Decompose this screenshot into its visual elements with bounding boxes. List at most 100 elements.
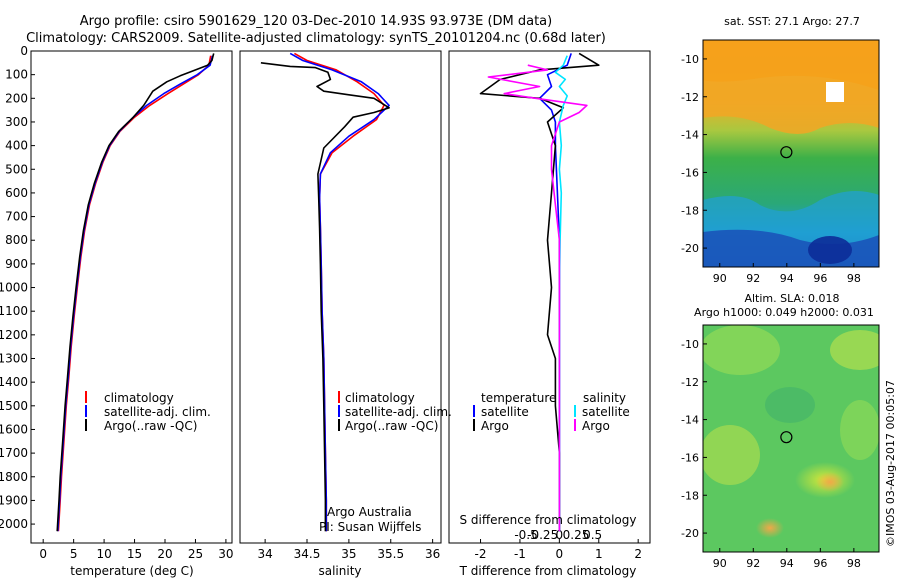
map-x-tick-label: 90 xyxy=(713,557,727,570)
y-tick-label: 100 xyxy=(5,68,28,82)
temperature-xlabel: temperature (deg C) xyxy=(70,564,193,578)
legend-t-satellite: satellite xyxy=(481,405,529,419)
y-tick-label: 1900 xyxy=(0,493,28,507)
y-tick-label: 1300 xyxy=(0,352,28,366)
map-x-tick-label: 98 xyxy=(847,557,861,570)
y-tick-label: 1600 xyxy=(0,422,28,436)
map-x-tick-label: 98 xyxy=(847,272,861,285)
top-x-tick-label: 0.5 xyxy=(583,528,602,542)
x-tick-label: 36 xyxy=(425,547,440,561)
y-tick-label: 600 xyxy=(5,186,28,200)
temperature-legend: climatology satellite-adj. clim. Argo(..… xyxy=(85,391,211,433)
y-tick-label: 1100 xyxy=(0,304,28,318)
legend-satellite: satellite-adj. clim. xyxy=(104,405,211,419)
legend-satellite: satellite-adj. clim. xyxy=(345,405,452,419)
x-tick-label: 0 xyxy=(556,547,564,561)
legend-argo: Argo(..raw -QC) xyxy=(345,419,438,433)
series-t-satellite xyxy=(538,53,572,532)
x-tick-label: 20 xyxy=(157,547,172,561)
map-y-tick-label: -12 xyxy=(681,91,699,104)
x-tick-label: 0 xyxy=(39,547,47,561)
map-y-tick-label: -18 xyxy=(681,204,699,217)
salinity-panel xyxy=(239,50,442,544)
difference-x-axis: -2 -1 0 1 2 xyxy=(475,539,642,561)
sst-map-frame xyxy=(702,39,880,268)
series-satellite-adj-clim- xyxy=(289,52,390,532)
map-y-tick-label: -18 xyxy=(681,489,699,502)
y-tick-label: 1700 xyxy=(0,446,28,460)
x-tick-label: 34.5 xyxy=(294,547,321,561)
x-tick-label: 1 xyxy=(595,547,603,561)
map-x-tick-label: 90 xyxy=(713,272,727,285)
header-line2: Climatology: CARS2009. Satellite-adjuste… xyxy=(26,31,606,46)
temperature-panel xyxy=(30,50,233,544)
x-tick-label: 2 xyxy=(634,547,642,561)
map-x-tick-label: 94 xyxy=(780,557,794,570)
legend-s-satellite: satellite xyxy=(582,405,630,419)
map-y-tick-label: -14 xyxy=(681,129,699,142)
x-tick-label: 10 xyxy=(96,547,111,561)
map-y-tick-label: -14 xyxy=(681,414,699,427)
map-x-tick-label: 92 xyxy=(746,272,760,285)
x-tick-label: 35 xyxy=(341,547,356,561)
legend-s-argo: Argo xyxy=(582,419,610,433)
sst-map-axes: 90 92 94 96 98 -10 -12 -14 -16 -18 -20 xyxy=(681,53,861,285)
difference-top-x-axis: -0.5-0.250 0.250.5 xyxy=(514,528,602,542)
y-tick-label: 2000 xyxy=(0,517,28,531)
salinity-legend: climatology satellite-adj. clim. Argo(..… xyxy=(319,391,452,534)
map-x-tick-label: 92 xyxy=(746,557,760,570)
sla-map-axes: 90 92 94 96 98 -10 -12 -14 -16 -18 -20 xyxy=(681,338,861,570)
series-climatology xyxy=(57,55,212,532)
y-tick-label: 1000 xyxy=(0,281,28,295)
legend-temperature-header: temperature xyxy=(481,391,556,405)
y-tick-label: 0 xyxy=(20,44,28,58)
legend-climatology: climatology xyxy=(345,391,415,405)
y-tick-label: 800 xyxy=(5,233,28,247)
temperature-y-axis: 0 100 200 300 400 500 600 700 800 900 1000 1100 1200… xyxy=(0,44,35,531)
top-x-tick-label: 0 xyxy=(556,528,564,542)
salinity-x-axis: 34 34.5 35 35.5 36 xyxy=(257,539,440,561)
difference-panel xyxy=(448,50,651,544)
imos-timestamp: ©IMOS 03-Aug-2017 00:05:07 xyxy=(884,380,897,547)
legend-salinity-header: salinity xyxy=(583,391,626,405)
y-tick-label: 900 xyxy=(5,257,28,271)
sst-map-title: sat. SST: 27.1 Argo: 27.7 xyxy=(724,15,860,28)
y-tick-label: 700 xyxy=(5,210,28,224)
map-y-tick-label: -16 xyxy=(681,166,699,179)
salinity-xlabel: salinity xyxy=(318,564,361,578)
y-tick-label: 1800 xyxy=(0,470,28,484)
top-x-tick-label: -0.5 xyxy=(514,528,537,542)
x-tick-label: 15 xyxy=(127,547,142,561)
difference-xlabel: T difference from climatology xyxy=(459,564,637,578)
map-y-tick-label: -10 xyxy=(681,53,699,66)
map-y-tick-label: -12 xyxy=(681,376,699,389)
argo-location-marker xyxy=(780,431,793,444)
header-line1: Argo profile: csiro 5901629_120 03-Dec-2… xyxy=(80,14,552,29)
series-s-argo xyxy=(487,64,588,532)
x-tick-label: 35.5 xyxy=(377,547,404,561)
x-tick-label: 30 xyxy=(218,547,233,561)
salinity-series xyxy=(260,52,390,532)
sla-map-subtitle: Argo h1000: 0.049 h2000: 0.031 xyxy=(694,306,874,319)
x-tick-label: -1 xyxy=(514,547,526,561)
x-tick-label: 25 xyxy=(188,547,203,561)
temperature-series xyxy=(56,53,215,532)
difference-series xyxy=(479,52,600,532)
legend-climatology: climatology xyxy=(104,391,174,405)
map-y-tick-label: -10 xyxy=(681,338,699,351)
argo-location-marker xyxy=(780,146,793,159)
y-tick-label: 1500 xyxy=(0,399,28,413)
series-satellite-adj-clim- xyxy=(57,55,214,532)
difference-top-xlabel: S difference from climatology xyxy=(460,513,637,527)
temperature-x-axis: 0 5 10 15 20 25 30 xyxy=(39,539,234,561)
series-climatology xyxy=(294,52,385,532)
map-y-tick-label: -20 xyxy=(681,242,699,255)
top-x-tick-label: 0.25 xyxy=(563,528,590,542)
map-y-tick-label: -20 xyxy=(681,527,699,540)
sla-map-title: Altim. SLA: 0.018 xyxy=(744,292,839,305)
y-tick-label: 200 xyxy=(5,91,28,105)
map-x-tick-label: 94 xyxy=(780,272,794,285)
map-y-tick-label: -16 xyxy=(681,451,699,464)
x-tick-label: 34 xyxy=(257,547,272,561)
